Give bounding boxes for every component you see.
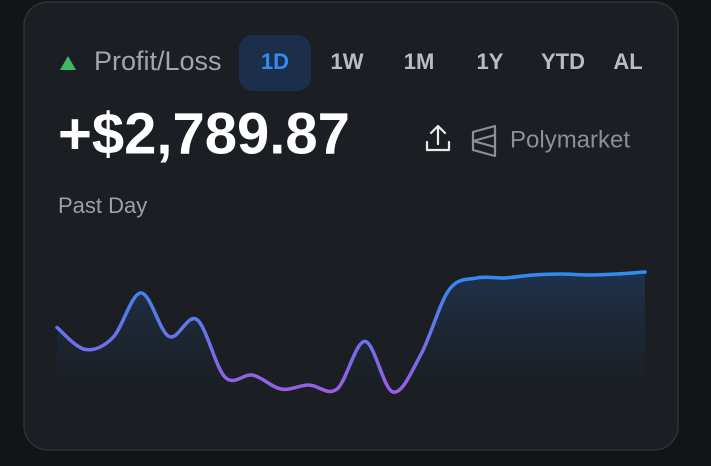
label: Profit/Loss (94, 46, 222, 76)
share-icon[interactable] (425, 124, 451, 152)
tab-highlight (239, 35, 311, 91)
source[interactable]: Polymarket (510, 126, 630, 153)
tab-label: AL (613, 49, 642, 74)
tab[interactable]: 1M (404, 49, 435, 74)
area (57, 272, 645, 400)
tab-label: 1D (261, 49, 289, 74)
tab[interactable]: AL (613, 49, 642, 74)
polymarket-icon (471, 124, 497, 158)
period: Past Day (58, 193, 147, 218)
line (55, 270, 647, 394)
tab[interactable]: YTD (541, 49, 585, 74)
tab-label: YTD (541, 49, 585, 74)
tab[interactable]: 1W (331, 49, 364, 74)
chart (55, 270, 647, 400)
tab[interactable]: 1Y (477, 49, 504, 74)
tabs: 1D 1W 1M 1Y YTD AL (239, 35, 643, 91)
tab-label: 1Y (477, 49, 504, 74)
tab-label: 1W (331, 49, 364, 74)
amount: +$2,789.87 (58, 101, 350, 166)
tab-label: 1M (404, 49, 435, 74)
up-indicator (60, 56, 76, 70)
tab[interactable]: 1D (239, 35, 311, 91)
